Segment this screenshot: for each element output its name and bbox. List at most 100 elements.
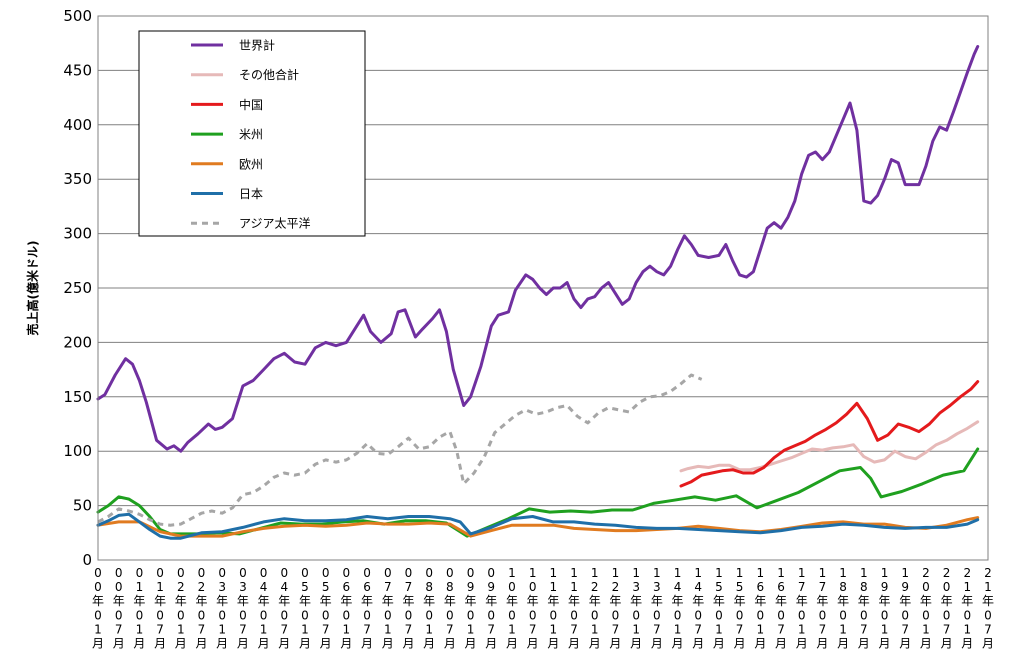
x-tick-char: 年 <box>465 594 477 608</box>
x-tick-char: 年 <box>133 594 145 608</box>
x-tick-char: 2 <box>591 580 599 594</box>
x-tick-char: 1 <box>136 622 144 636</box>
x-tick-char: 0 <box>674 608 682 622</box>
x-tick-char: 1 <box>860 566 868 580</box>
x-tick-char: 年 <box>734 594 746 608</box>
x-tick-char: 月 <box>423 637 435 651</box>
x-tick-char: 2 <box>943 566 951 580</box>
x-tick-char: 1 <box>881 566 889 580</box>
x-tick-char: 月 <box>589 637 601 651</box>
x-tick-char: 1 <box>777 566 785 580</box>
x-tick-char: 1 <box>591 622 599 636</box>
x-tick-char: 年 <box>941 594 953 608</box>
x-tick-char: 年 <box>216 594 228 608</box>
x-tick-char: 1 <box>425 622 433 636</box>
x-tick-char: 年 <box>816 594 828 608</box>
x-tick-char: 年 <box>113 594 125 608</box>
x-tick-char: 年 <box>796 594 808 608</box>
legend-box <box>138 30 366 237</box>
legend-label: アジア太平洋 <box>239 216 311 231</box>
x-tick-char: 7 <box>943 622 951 636</box>
x-tick-char: 1 <box>591 566 599 580</box>
x-tick-char: 2 <box>963 566 971 580</box>
x-tick-char: 1 <box>984 580 992 594</box>
x-tick-char: 月 <box>258 637 270 651</box>
x-tick-char: 0 <box>570 608 578 622</box>
x-tick-char: 0 <box>280 608 288 622</box>
x-tick-char: 月 <box>320 637 332 651</box>
x-tick-char: 月 <box>941 637 953 651</box>
x-tick-char: 8 <box>839 580 847 594</box>
x-tick-char: 1 <box>653 566 661 580</box>
x-tick-char: 7 <box>798 580 806 594</box>
x-tick-char: 0 <box>446 566 454 580</box>
x-tick-char: 0 <box>943 608 951 622</box>
x-tick-char: 7 <box>860 622 868 636</box>
x-tick-char: 年 <box>340 594 352 608</box>
x-tick-char: 年 <box>175 594 187 608</box>
x-tick-char: 年 <box>775 594 787 608</box>
legend-label: 中国 <box>239 97 263 112</box>
x-tick-char: 月 <box>961 637 973 651</box>
x-tick-char: 年 <box>961 594 973 608</box>
x-tick-char: 月 <box>775 637 787 651</box>
x-tick-char: 年 <box>754 594 766 608</box>
x-tick-char: 0 <box>156 608 164 622</box>
legend-label: 世界計 <box>239 38 275 53</box>
x-tick-char: 年 <box>982 594 994 608</box>
x-tick-char: 0 <box>405 566 413 580</box>
x-tick-char: 月 <box>485 637 497 651</box>
x-tick-char: 0 <box>115 566 123 580</box>
x-tick-char: 0 <box>446 608 454 622</box>
plot-frame <box>97 15 989 561</box>
x-tick-char: 4 <box>260 580 268 594</box>
x-tick-char: 7 <box>446 622 454 636</box>
x-tick-char: 1 <box>757 622 765 636</box>
x-tick-char: 1 <box>715 622 723 636</box>
x-tick-char: 9 <box>901 580 909 594</box>
x-tick-char: 8 <box>860 580 868 594</box>
x-tick-char: 月 <box>796 637 808 651</box>
x-tick-char: 1 <box>218 622 226 636</box>
x-tick-char: 1 <box>301 622 309 636</box>
x-tick-char: 0 <box>94 608 102 622</box>
x-tick-char: 0 <box>177 608 185 622</box>
legend-label: 米州 <box>239 128 263 142</box>
x-tick-char: 0 <box>508 580 516 594</box>
x-tick-char: 1 <box>963 580 971 594</box>
x-tick-char: 5 <box>715 580 723 594</box>
x-tick-char: 年 <box>589 594 601 608</box>
x-tick-char: 7 <box>777 622 785 636</box>
x-tick-char: 0 <box>550 608 558 622</box>
x-tick-char: 年 <box>92 594 104 608</box>
x-tick-char: 月 <box>278 637 290 651</box>
x-tick-char: 7 <box>570 622 578 636</box>
x-tick-char: 0 <box>467 566 475 580</box>
x-tick-char: 月 <box>899 637 911 651</box>
x-tick-char: 0 <box>322 566 330 580</box>
x-tick-char: 年 <box>547 594 559 608</box>
x-tick-char: 月 <box>175 637 187 651</box>
x-tick-char: 0 <box>425 608 433 622</box>
x-tick-char: 月 <box>154 637 166 651</box>
x-tick-char: 0 <box>177 566 185 580</box>
y-axis-label: 売上高(億米ドル) <box>25 241 40 336</box>
x-tick-char: 年 <box>568 594 580 608</box>
x-tick-char: 0 <box>943 580 951 594</box>
x-tick-char: 7 <box>363 622 371 636</box>
x-tick-char: 0 <box>984 608 992 622</box>
series-line-1 <box>679 420 980 473</box>
